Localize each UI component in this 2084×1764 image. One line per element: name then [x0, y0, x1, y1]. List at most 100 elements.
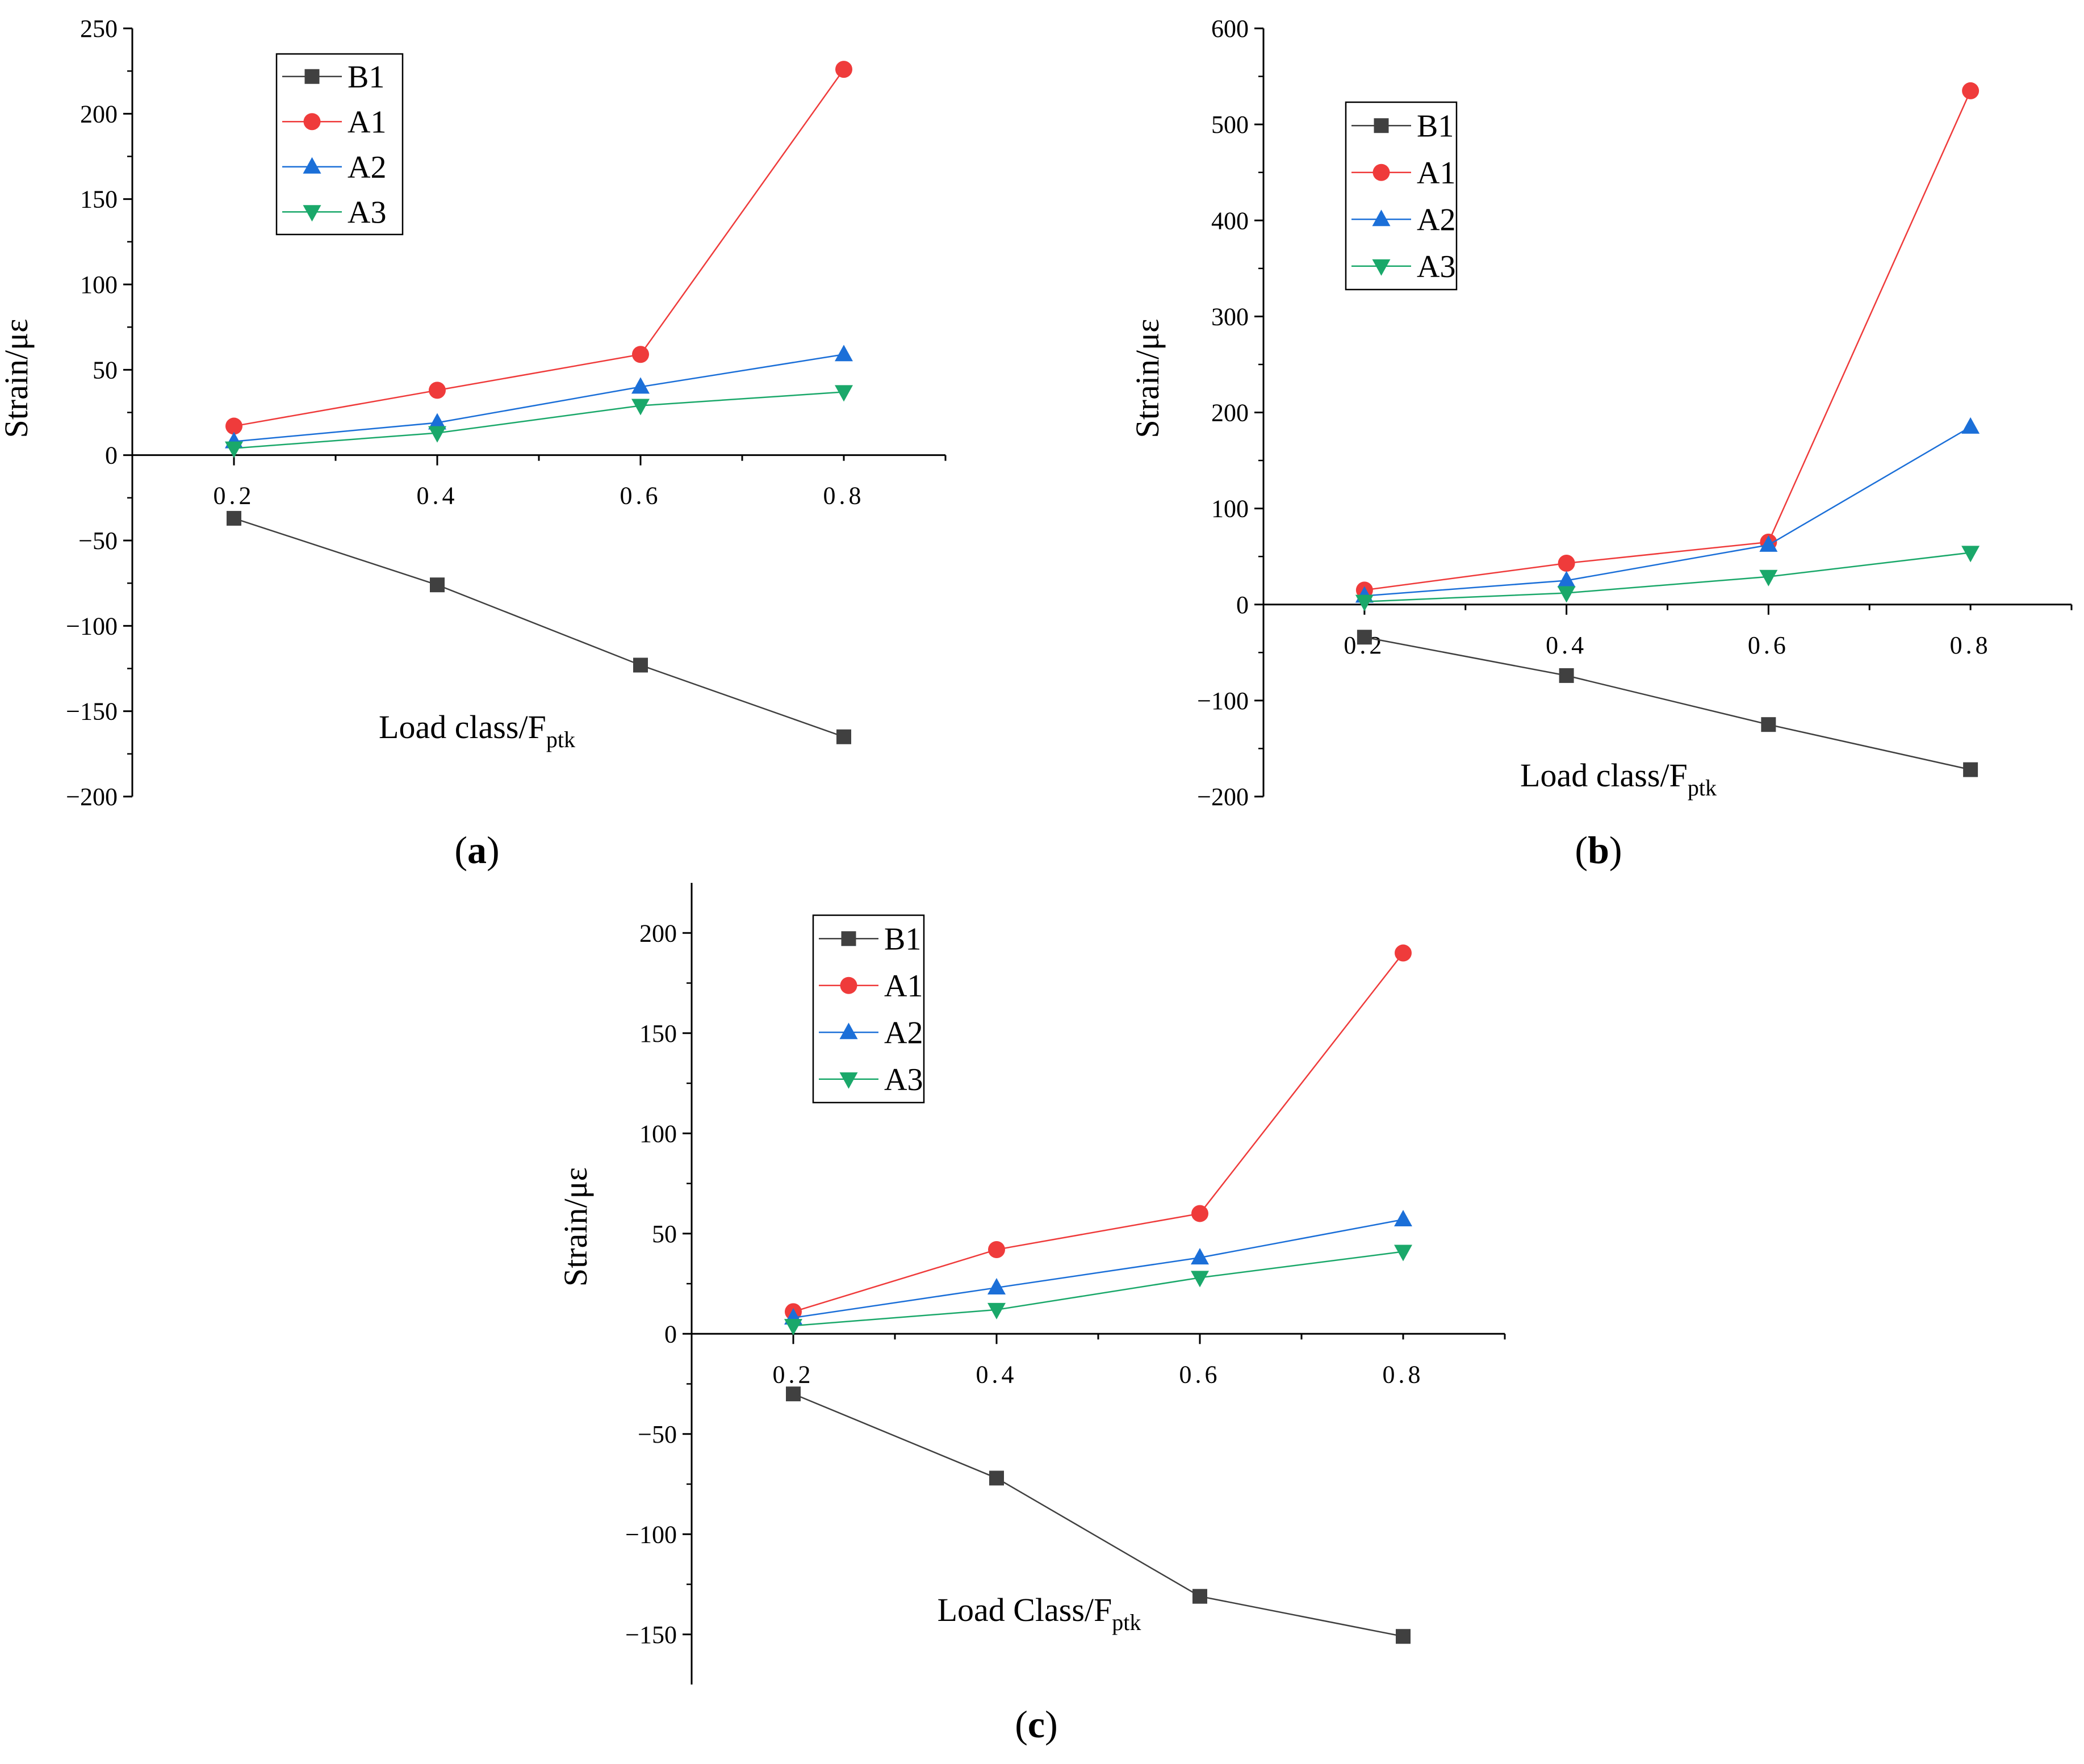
y-tick-label: 100	[80, 271, 118, 299]
y-tick-label: 600	[1211, 15, 1249, 43]
legend-box	[275, 53, 404, 236]
data-point-a1	[429, 382, 446, 399]
legend-label-b1: B1	[348, 60, 384, 95]
x-tick-label: 0.8	[1950, 631, 1991, 659]
data-point-a2	[987, 1278, 1006, 1295]
panel-label-close: )	[1609, 828, 1622, 871]
panel-label-letter: c	[1028, 1703, 1045, 1746]
y-axis-title: Strain/με	[0, 319, 35, 438]
data-point-a1	[1191, 1205, 1208, 1222]
data-point-a1	[1558, 555, 1575, 572]
panel-label-open: (	[1575, 828, 1588, 871]
legend-label-a1: A1	[1417, 156, 1455, 191]
chart-panel-a: 250 200 150 100 50 0 −50 −100 −150 −200 0.2 0.4 0.6 0…	[0, 15, 947, 871]
x-axis-title-subscript: ptk	[1112, 1610, 1141, 1635]
legend-marker-a3	[303, 205, 321, 222]
legend-box	[812, 914, 925, 1104]
y-tick-label: −50	[78, 527, 118, 555]
legend-box	[1345, 101, 1458, 291]
data-point-b1	[1357, 630, 1372, 645]
y-tick-label: 0	[1236, 591, 1249, 619]
x-axis-title-main: Load class/F	[1520, 757, 1688, 794]
data-point-a1	[1395, 944, 1412, 962]
data-point-a3	[835, 385, 853, 402]
series-line-a2	[793, 1218, 1404, 1319]
legend-label-a3: A3	[348, 195, 386, 230]
data-point-a2	[1961, 417, 1980, 434]
y-tick-label: 0	[664, 1320, 677, 1348]
data-point-a3	[1759, 569, 1778, 586]
series-line-a1	[793, 952, 1404, 1313]
data-point-a1	[225, 417, 242, 435]
legend-marker-a3	[839, 1072, 858, 1089]
legend-label-a1: A1	[348, 104, 386, 140]
y-tick-label: 100	[639, 1120, 677, 1147]
legend-label-a2: A2	[348, 150, 386, 185]
y-tick-label: 400	[1211, 207, 1249, 234]
legend-marker-b1	[304, 69, 320, 84]
y-tick-label: 250	[80, 15, 118, 43]
data-point-a1	[1962, 82, 1980, 99]
y-tick-label: 500	[1211, 111, 1249, 139]
series-line-a3	[1364, 552, 1971, 602]
panel-label: (a)	[454, 828, 499, 871]
y-tick-label: 200	[1211, 399, 1249, 427]
data-point-b1	[227, 510, 241, 526]
data-point-a3	[1394, 1245, 1412, 1262]
x-axis-title-main: Load class/F	[379, 709, 546, 745]
panel-label-letter: b	[1588, 828, 1609, 871]
x-tick-label: 0.6	[1179, 1360, 1221, 1388]
data-point-b1	[1761, 717, 1776, 732]
x-tick-label: 0.2	[773, 1360, 814, 1388]
data-point-b1	[1396, 1629, 1411, 1644]
legend-marker-a2	[1372, 209, 1391, 227]
legend-marker-a1	[1372, 164, 1390, 181]
series-line-a2	[233, 354, 844, 442]
legend-label-b1: B1	[884, 921, 921, 957]
panel-label-close: )	[487, 828, 500, 871]
legend-label-b1: B1	[1417, 108, 1454, 144]
series-line-a3	[793, 1251, 1404, 1327]
panel-label: (b)	[1575, 828, 1622, 871]
x-tick-label: 0.6	[1748, 631, 1789, 659]
data-point-a2	[631, 377, 650, 394]
data-point-a1	[632, 346, 649, 363]
series-line-a2	[1364, 426, 1971, 597]
data-point-a3	[1355, 594, 1374, 611]
panel-label-close: )	[1045, 1703, 1058, 1746]
panel-label-open: (	[1015, 1703, 1028, 1746]
x-axis-title-main: Load Class/F	[938, 1591, 1112, 1628]
y-axis-title: Strain/με	[1129, 319, 1166, 438]
y-tick-label: −50	[638, 1421, 677, 1448]
data-point-a3	[631, 399, 650, 416]
data-point-a3	[987, 1302, 1006, 1319]
y-tick-label: −150	[625, 1621, 677, 1649]
legend-label-a1: A1	[884, 969, 923, 1004]
y-tick-label: 150	[80, 186, 118, 213]
data-point-a3	[428, 426, 446, 443]
y-tick-label: 300	[1211, 303, 1249, 330]
y-tick-label: 50	[93, 356, 118, 384]
y-tick-label: 200	[80, 100, 118, 128]
data-point-a3	[1557, 586, 1576, 603]
y-tick-label: −200	[66, 783, 118, 811]
legend-marker-a1	[840, 977, 857, 994]
data-point-b1	[1192, 1589, 1207, 1604]
legend-marker-b1	[1374, 118, 1389, 133]
y-axis-title: Strain/με	[557, 1167, 594, 1287]
y-tick-label: −150	[66, 698, 118, 726]
data-point-b1	[633, 657, 648, 673]
data-point-a1	[988, 1241, 1005, 1258]
x-tick-label: 0.4	[417, 482, 458, 510]
data-point-a3	[1191, 1271, 1209, 1288]
series-line-b1	[1364, 636, 1971, 770]
data-point-a2	[835, 345, 853, 362]
x-tick-label: 0.2	[214, 482, 255, 510]
y-tick-label: 0	[105, 442, 118, 470]
data-point-a3	[225, 441, 243, 458]
legend-label-a2: A2	[884, 1015, 923, 1050]
data-point-a2	[428, 413, 446, 430]
x-axis-title: Load class/Fptk	[379, 709, 575, 752]
y-tick-label: −200	[1197, 783, 1249, 811]
